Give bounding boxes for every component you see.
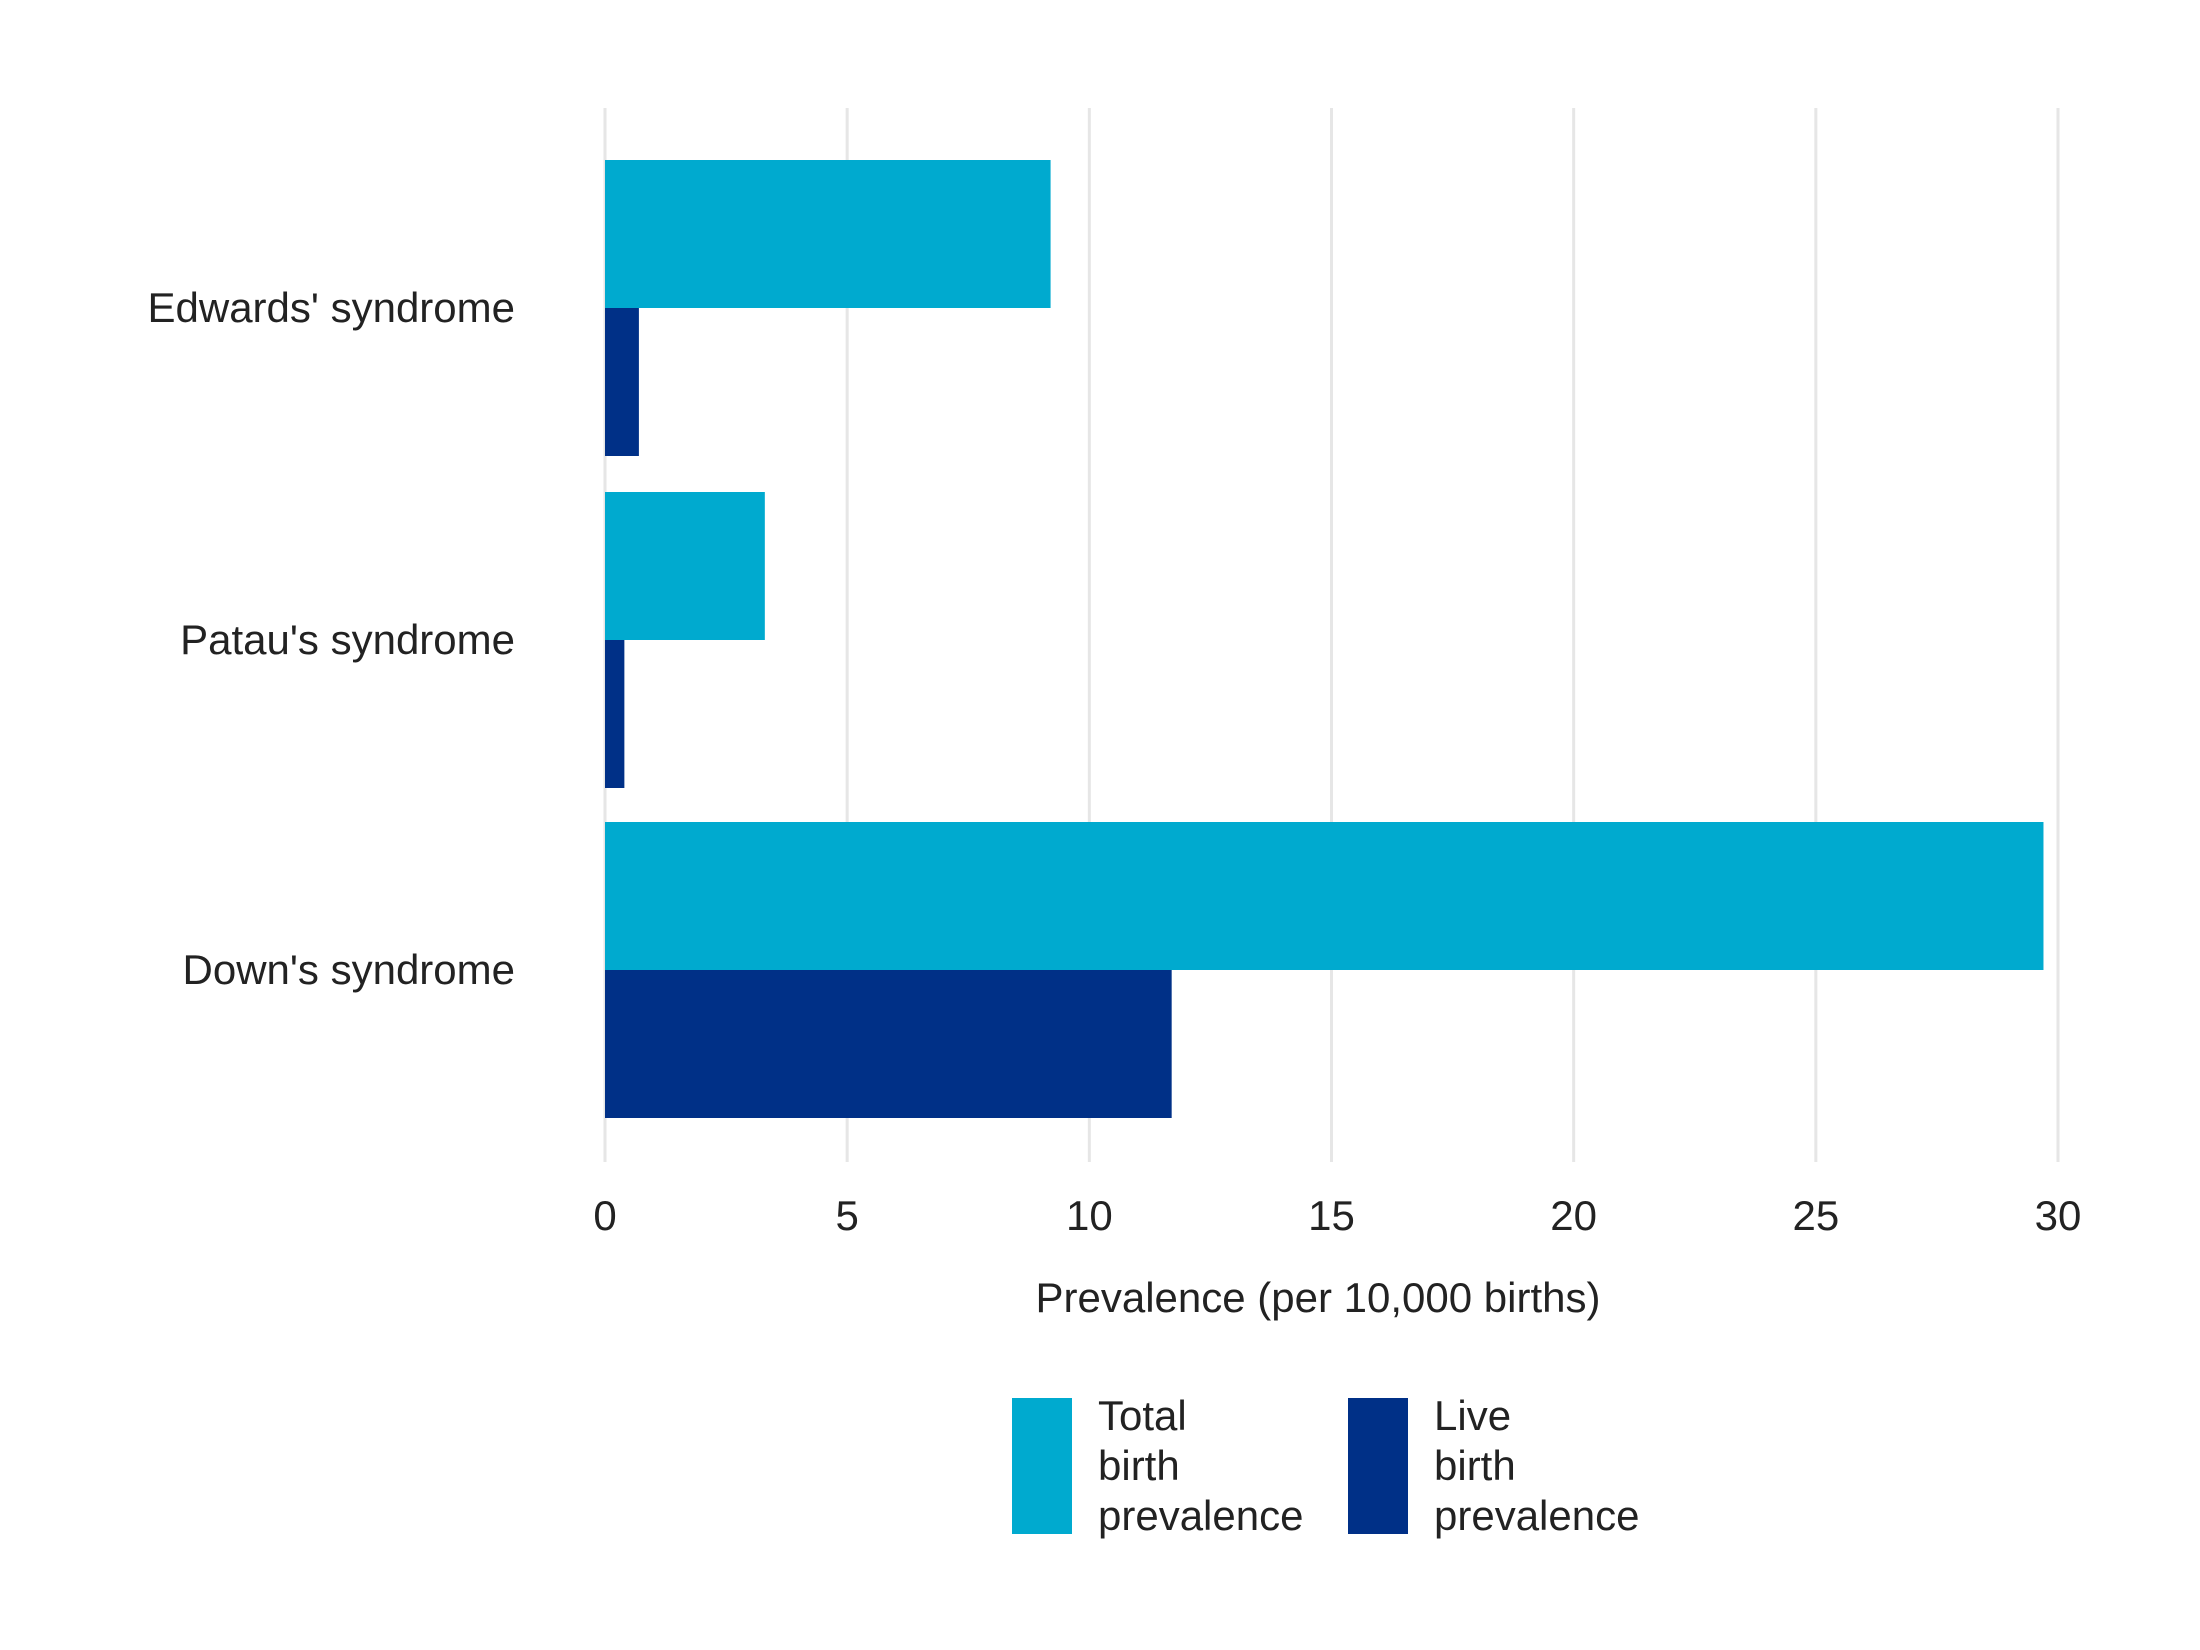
x-tick-labels: 0 5 10 15 20 25 30 [593,1192,2081,1239]
legend-swatch-1 [1348,1398,1408,1534]
legend-label-line: Live [1434,1392,1511,1439]
category-label-0: Edwards' syndrome [148,284,516,331]
category-labels: Edwards' syndrome Patau's syndrome Down's … [148,284,516,993]
x-axis-title: Prevalence (per 10,000 births) [1036,1274,1601,1321]
category-label-2: Down's syndrome [183,946,515,993]
x-tick-label-30: 30 [2035,1192,2082,1239]
x-tick-label-15: 15 [1308,1192,1355,1239]
legend-label-1: Live birth prevalence [1434,1392,1639,1539]
legend-label-line: birth [1098,1442,1180,1489]
bar-live-0 [605,308,639,456]
bar-live-2 [605,970,1172,1118]
x-tick-label-0: 0 [593,1192,616,1239]
legend-label-0: Total birth prevalence [1098,1392,1303,1539]
bar-total-2 [605,822,2044,970]
category-label-1: Patau's syndrome [180,616,515,663]
legend-label-line: prevalence [1434,1492,1639,1539]
bar-total-1 [605,492,765,640]
legend-label-line: birth [1434,1442,1516,1489]
x-tick-label-20: 20 [1550,1192,1597,1239]
legend-swatch-0 [1012,1398,1072,1534]
legend-label-line: Total [1098,1392,1187,1439]
x-tick-label-10: 10 [1066,1192,1113,1239]
bar-total-0 [605,160,1051,308]
bar-live-1 [605,640,625,788]
x-tick-label-5: 5 [835,1192,858,1239]
x-tick-label-25: 25 [1792,1192,1839,1239]
bar-layer [605,160,2044,1118]
legend-label-line: prevalence [1098,1492,1303,1539]
